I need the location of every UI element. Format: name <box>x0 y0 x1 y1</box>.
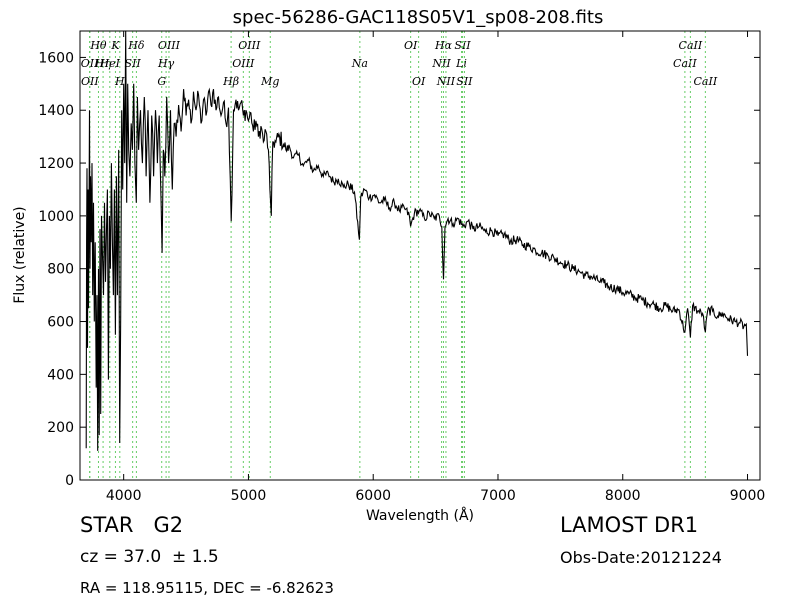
line-markers: OIIOIIHθHηKHeIHSIIHδGOIIIHγHβOIIIOIIIMgN… <box>81 31 718 480</box>
line-marker-label: OIII <box>158 39 181 52</box>
line-marker-label: Mg <box>260 75 279 88</box>
line-marker-label: CaII <box>679 39 703 52</box>
line-marker-label: NII <box>436 75 456 88</box>
line-marker-label: CaII <box>673 57 697 70</box>
line-marker-label: OI <box>412 75 426 88</box>
y-axis-label: Flux (relative) <box>12 206 28 303</box>
x-tick-label: 9000 <box>730 488 766 504</box>
line-marker-label: Hη <box>94 57 112 70</box>
line-marker-label: Hθ <box>89 39 107 52</box>
line-marker-label: H <box>114 75 125 88</box>
y-tick-label: 0 <box>65 473 74 489</box>
line-marker-label: Hδ <box>127 39 145 52</box>
line-marker-label: K <box>110 39 120 52</box>
x-tick-label: 5000 <box>231 488 267 504</box>
line-marker-label: G <box>157 75 166 88</box>
line-marker-label: Hβ <box>222 75 239 88</box>
line-marker-label: OI <box>404 39 418 52</box>
line-marker-label: OIII <box>232 57 255 70</box>
line-marker-label: OII <box>81 75 99 88</box>
y-tick-label: 1600 <box>38 50 74 66</box>
y-tick-label: 800 <box>47 262 74 278</box>
chart-title: spec-56286-GAC118S05V1_sp08-208.fits <box>233 7 604 28</box>
spectrum-line <box>85 30 749 451</box>
object-class: STAR G2 <box>80 513 184 537</box>
line-marker-label: NII <box>431 57 451 70</box>
x-axis: 4000 5000 6000 7000 8000 9000 <box>106 31 765 504</box>
line-marker-label: SII <box>125 57 142 70</box>
line-marker-label: SII <box>454 39 471 52</box>
line-marker-label: HeI <box>99 57 121 70</box>
line-marker-label: Na <box>351 57 368 70</box>
line-marker-label: OIII <box>238 39 261 52</box>
line-marker-label: Hγ <box>157 57 175 70</box>
plot-frame <box>79 30 761 481</box>
y-tick-label: 600 <box>47 315 74 331</box>
survey-name: LAMOST DR1 <box>560 513 699 537</box>
y-tick-label: 200 <box>47 420 74 436</box>
line-marker-label: SII <box>456 75 473 88</box>
x-axis-label: Wavelength (Å) <box>366 507 474 524</box>
line-marker-label: Li <box>455 57 467 70</box>
observation-date: Obs-Date:20121224 <box>560 548 722 567</box>
line-marker-label: OII <box>81 57 99 70</box>
line-marker-label: CaII <box>694 75 718 88</box>
coordinates: RA = 118.95115, DEC = -6.82623 <box>80 579 334 597</box>
x-tick-label: 8000 <box>605 488 641 504</box>
y-tick-label: 1400 <box>38 103 74 119</box>
line-marker-label: Hα <box>434 39 453 52</box>
x-tick-label: 7000 <box>480 488 516 504</box>
y-tick-label: 1200 <box>38 156 74 172</box>
y-axis: 0 200 400 600 800 1000 1200 1400 1600 <box>38 50 760 489</box>
y-tick-label: 1000 <box>38 209 74 225</box>
redshift-value: cz = 37.0 ± 1.5 <box>80 547 219 567</box>
y-tick-label: 400 <box>47 367 74 383</box>
x-tick-label: 6000 <box>355 488 391 504</box>
x-tick-label: 4000 <box>106 488 142 504</box>
